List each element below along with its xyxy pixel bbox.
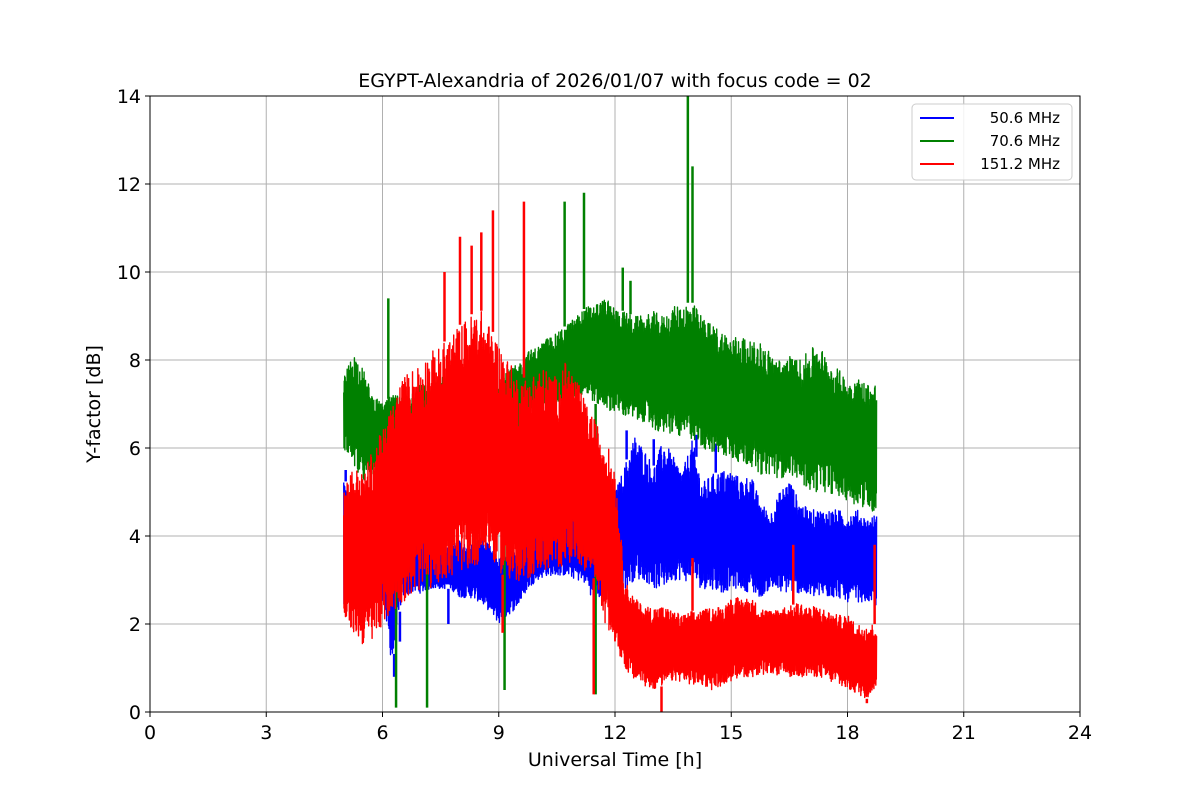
- y-tick-label: 4: [129, 526, 141, 548]
- series-group: [343, 96, 878, 712]
- y-tick-label: 2: [129, 614, 141, 636]
- y-tick-label: 6: [129, 438, 141, 460]
- y-tick-label: 10: [117, 262, 141, 284]
- x-tick-label: 6: [376, 722, 388, 744]
- y-tick-label: 12: [117, 174, 141, 196]
- x-tick-label: 0: [144, 722, 156, 744]
- y-tick-label: 0: [129, 702, 141, 724]
- legend-label-1: 70.6 MHz: [980, 132, 1060, 150]
- legend-label-2: 151.2 MHz: [980, 155, 1060, 173]
- legend-box: [911, 103, 1073, 181]
- legend: 50.6 MHz 70.6 MHz 151.2 MHz: [911, 103, 1073, 181]
- chart-title: EGYPT-Alexandria of 2026/01/07 with focu…: [358, 70, 872, 92]
- x-tick-label: 3: [260, 722, 272, 744]
- x-tick-label: 12: [603, 722, 627, 744]
- x-axis-label: Universal Time [h]: [528, 749, 702, 771]
- x-tick-label: 15: [719, 722, 743, 744]
- y-tick-label: 14: [117, 86, 141, 108]
- y-tick-label: 8: [129, 350, 141, 372]
- x-tick-label: 21: [952, 722, 976, 744]
- y-axis-label: Y-factor [dB]: [83, 345, 105, 464]
- x-tick-label: 9: [493, 722, 505, 744]
- x-tick-label: 24: [1068, 722, 1092, 744]
- x-tick-label: 18: [835, 722, 859, 744]
- series-line-2: [343, 311, 878, 699]
- legend-label-0: 50.6 MHz: [980, 109, 1060, 127]
- data-series: [343, 96, 878, 712]
